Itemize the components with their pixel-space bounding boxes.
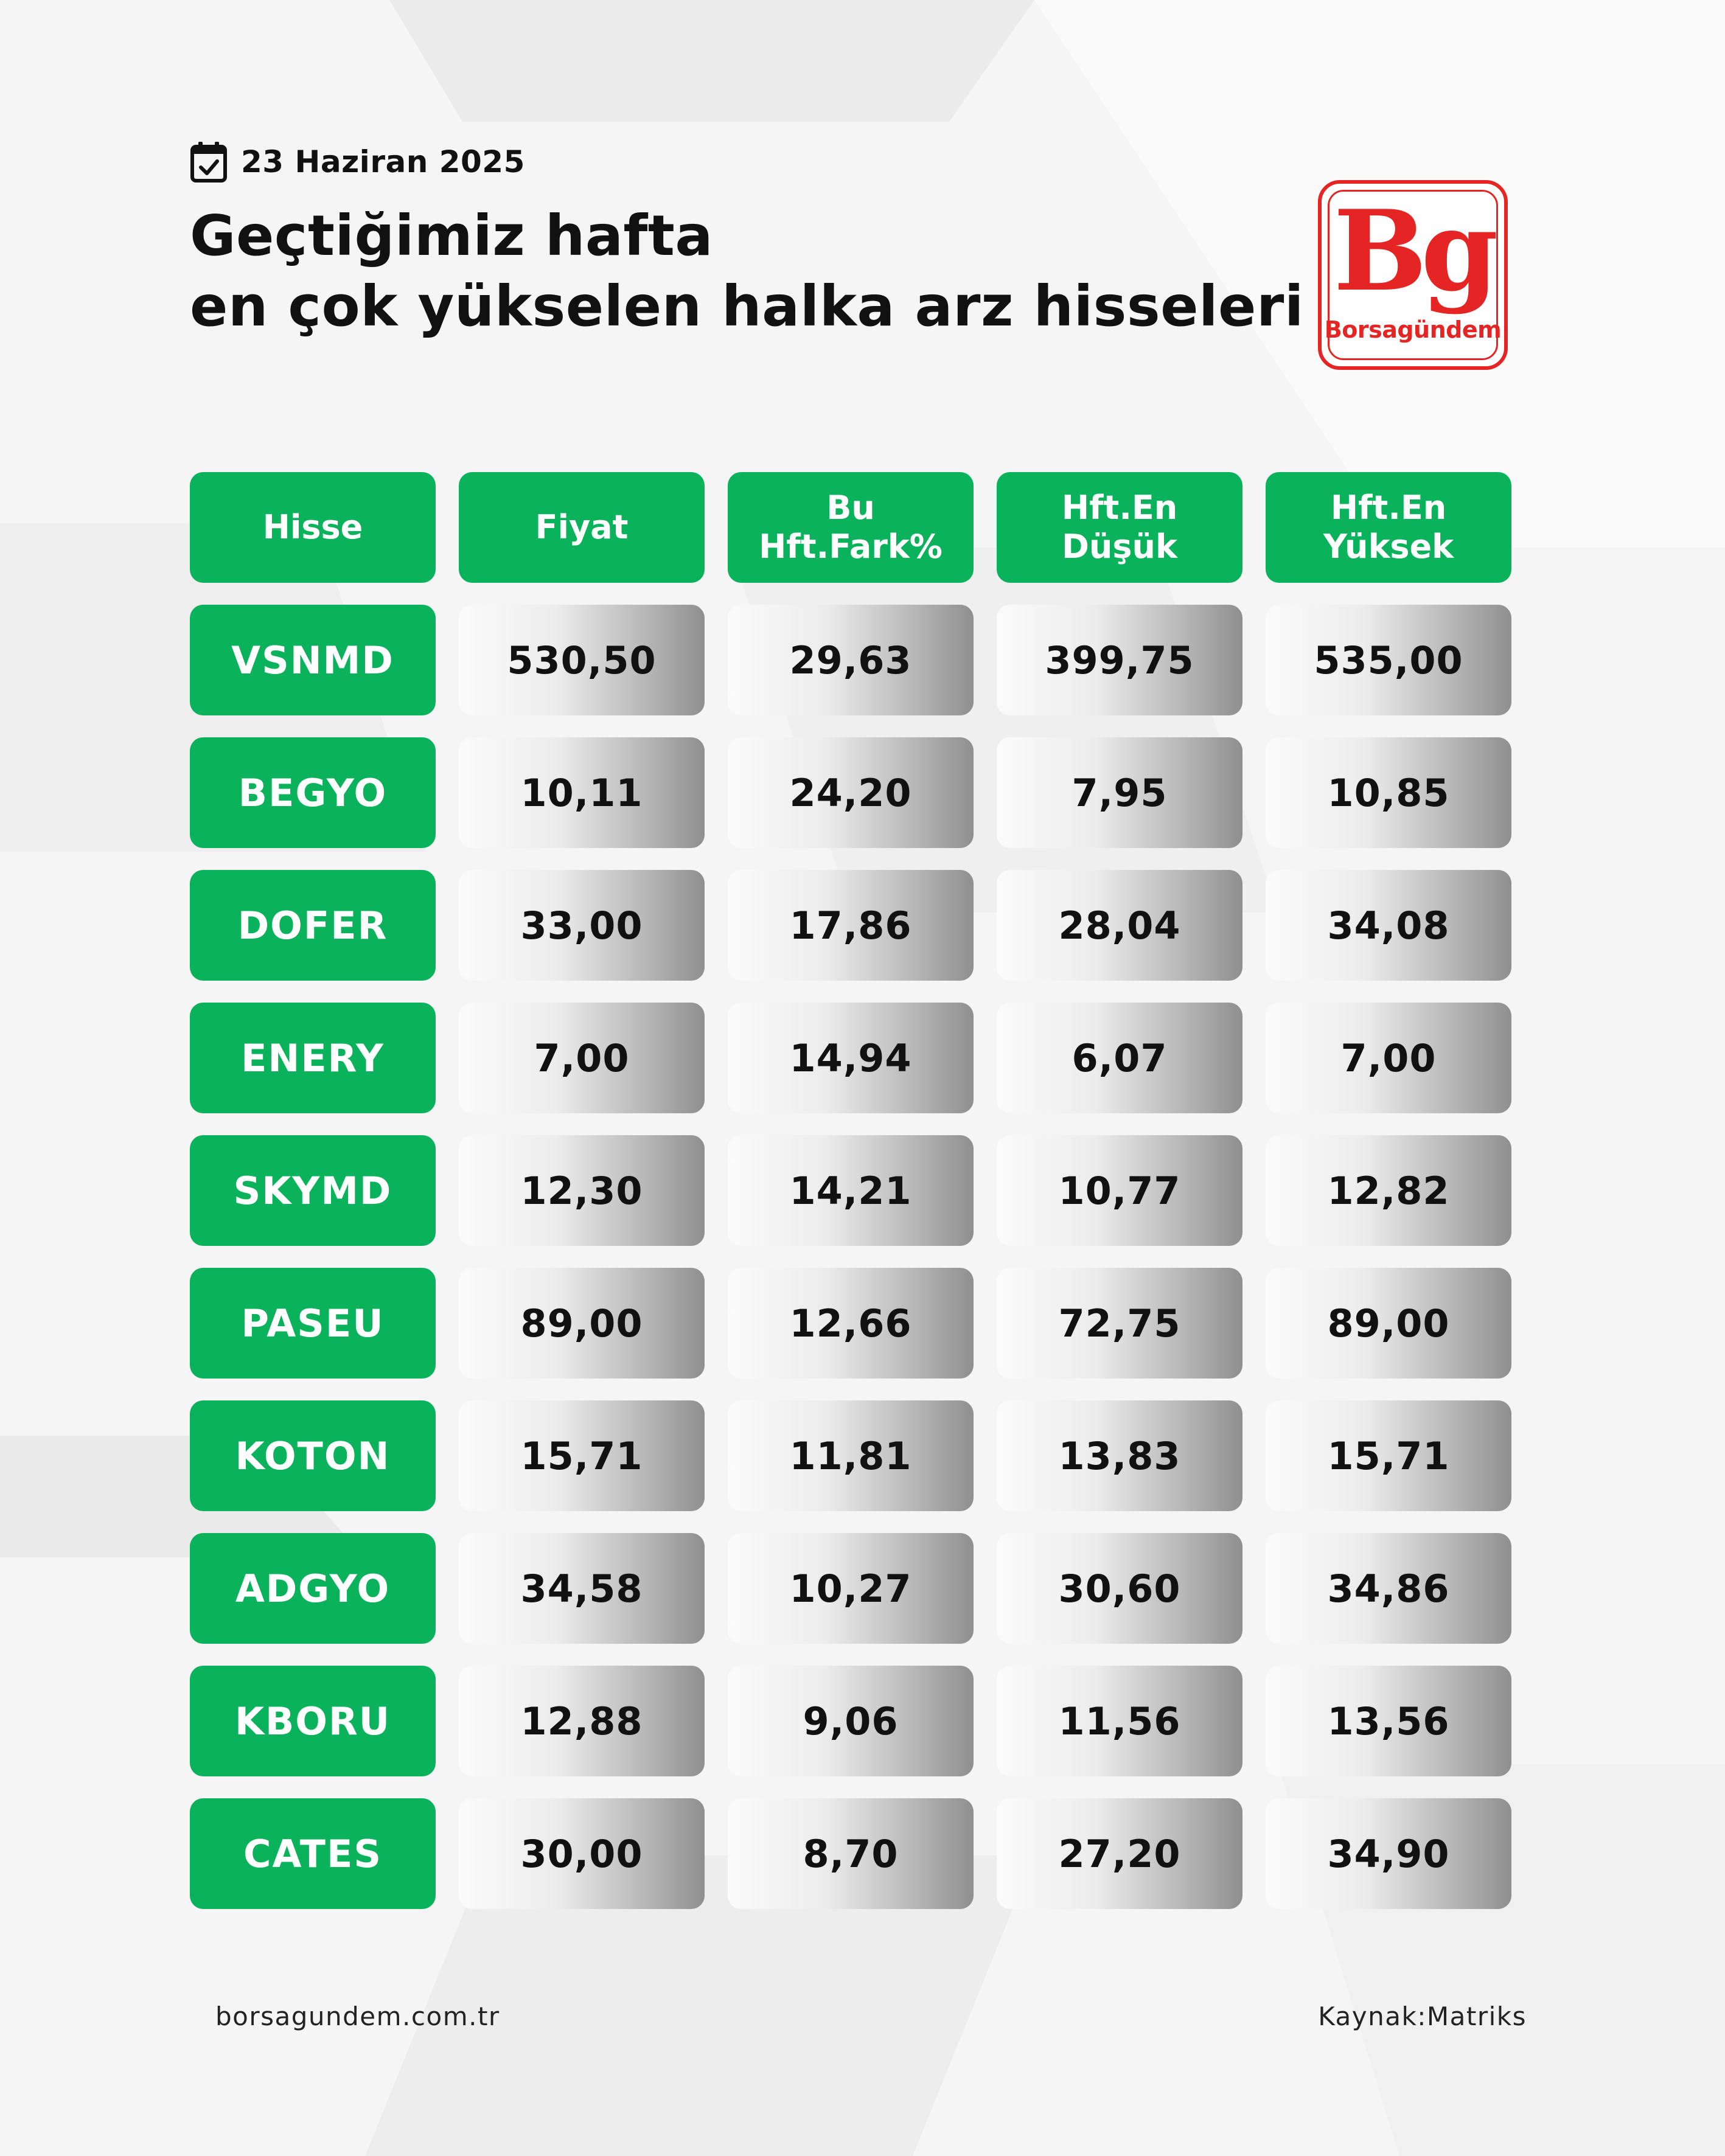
column-header-line: Fiyat bbox=[535, 508, 629, 546]
column-header-hft-en-d-k: Hft.En Düşük bbox=[997, 472, 1242, 583]
value-cell-hft-en-y-ksek: 10,85 bbox=[1266, 737, 1511, 848]
column-header-line: Hft.Fark% bbox=[759, 527, 943, 566]
value-cell-hft-en-y-ksek: 7,00 bbox=[1266, 1003, 1511, 1113]
value-cell-bu-hft-fark: 17,86 bbox=[728, 870, 974, 981]
value-cell-bu-hft-fark: 8,70 bbox=[728, 1798, 974, 1909]
value-cell-bu-hft-fark: 9,06 bbox=[728, 1666, 974, 1776]
value-cell-bu-hft-fark: 10,27 bbox=[728, 1533, 974, 1644]
column-header-line: Bu bbox=[826, 489, 875, 527]
value-cell-hft-en-y-ksek: 12,82 bbox=[1266, 1135, 1511, 1246]
ticker-cell: KBORU bbox=[190, 1666, 436, 1776]
ticker-cell: DOFER bbox=[190, 870, 436, 981]
column-header-bu-hft-fark: Bu Hft.Fark% bbox=[728, 472, 974, 583]
ticker-cell: BEGYO bbox=[190, 737, 436, 848]
value-cell-bu-hft-fark: 12,66 bbox=[728, 1268, 974, 1379]
value-cell-fiyat: 89,00 bbox=[459, 1268, 705, 1379]
column-header-fiyat: Fiyat bbox=[459, 472, 705, 583]
value-cell-fiyat: 30,00 bbox=[459, 1798, 705, 1909]
column-header-hft-en-y-ksek: Hft.En Yüksek bbox=[1266, 472, 1511, 583]
logo-mark: Bg bbox=[1333, 186, 1498, 316]
value-cell-hft-en-d-k: 11,56 bbox=[997, 1666, 1242, 1776]
value-cell-fiyat: 33,00 bbox=[459, 870, 705, 981]
column-header-hisse: Hisse bbox=[190, 472, 436, 583]
column-header-line: Hisse bbox=[262, 508, 363, 546]
value-cell-hft-en-y-ksek: 535,00 bbox=[1266, 605, 1511, 715]
page-title: Geçtiğimiz hafta en çok yükselen halka a… bbox=[190, 201, 1346, 342]
value-cell-bu-hft-fark: 24,20 bbox=[728, 737, 974, 848]
value-cell-hft-en-y-ksek: 15,71 bbox=[1266, 1400, 1511, 1511]
value-cell-hft-en-d-k: 6,07 bbox=[997, 1003, 1242, 1113]
footer-website: borsagundem.com.tr bbox=[215, 2001, 500, 2031]
value-cell-bu-hft-fark: 14,21 bbox=[728, 1135, 974, 1246]
value-cell-fiyat: 15,71 bbox=[459, 1400, 705, 1511]
value-cell-bu-hft-fark: 11,81 bbox=[728, 1400, 974, 1511]
value-cell-fiyat: 530,50 bbox=[459, 605, 705, 715]
value-cell-bu-hft-fark: 14,94 bbox=[728, 1003, 974, 1113]
date-label: 23 Haziran 2025 bbox=[241, 144, 525, 179]
ticker-cell: CATES bbox=[190, 1798, 436, 1909]
title-line-1: Geçtiğimiz hafta bbox=[190, 203, 713, 268]
ticker-cell: KOTON bbox=[190, 1400, 436, 1511]
date-row: 23 Haziran 2025 bbox=[190, 139, 525, 185]
borsagundem-logo: Bg Borsagündem bbox=[1318, 180, 1508, 370]
title-line-2: en çok yükselen halka arz hisseleri bbox=[190, 274, 1304, 339]
value-cell-fiyat: 10,11 bbox=[459, 737, 705, 848]
logo-border bbox=[1328, 190, 1498, 360]
column-header-line: Hft.En bbox=[1330, 489, 1447, 527]
value-cell-hft-en-y-ksek: 13,56 bbox=[1266, 1666, 1511, 1776]
value-cell-fiyat: 12,88 bbox=[459, 1666, 705, 1776]
value-cell-hft-en-d-k: 10,77 bbox=[997, 1135, 1242, 1246]
value-cell-hft-en-d-k: 7,95 bbox=[997, 737, 1242, 848]
value-cell-bu-hft-fark: 29,63 bbox=[728, 605, 974, 715]
calendar-check-icon bbox=[190, 142, 227, 183]
value-cell-fiyat: 12,30 bbox=[459, 1135, 705, 1246]
column-header-line: Düşük bbox=[1062, 527, 1177, 566]
ticker-cell: PASEU bbox=[190, 1268, 436, 1379]
value-cell-hft-en-d-k: 13,83 bbox=[997, 1400, 1242, 1511]
value-cell-fiyat: 7,00 bbox=[459, 1003, 705, 1113]
ticker-cell: ADGYO bbox=[190, 1533, 436, 1644]
column-header-line: Hft.En bbox=[1061, 489, 1178, 527]
value-cell-hft-en-y-ksek: 34,08 bbox=[1266, 870, 1511, 981]
value-cell-fiyat: 34,58 bbox=[459, 1533, 705, 1644]
logo-name: Borsagündem bbox=[1324, 316, 1502, 343]
ticker-cell: VSNMD bbox=[190, 605, 436, 715]
value-cell-hft-en-d-k: 72,75 bbox=[997, 1268, 1242, 1379]
value-cell-hft-en-d-k: 30,60 bbox=[997, 1533, 1242, 1644]
value-cell-hft-en-y-ksek: 34,90 bbox=[1266, 1798, 1511, 1909]
value-cell-hft-en-d-k: 28,04 bbox=[997, 870, 1242, 981]
value-cell-hft-en-y-ksek: 34,86 bbox=[1266, 1533, 1511, 1644]
value-cell-hft-en-d-k: 399,75 bbox=[997, 605, 1242, 715]
value-cell-hft-en-y-ksek: 89,00 bbox=[1266, 1268, 1511, 1379]
ticker-cell: ENERY bbox=[190, 1003, 436, 1113]
footer-source: Kaynak:Matriks bbox=[1318, 2001, 1527, 2031]
ticker-cell: SKYMD bbox=[190, 1135, 436, 1246]
value-cell-hft-en-d-k: 27,20 bbox=[997, 1798, 1242, 1909]
column-header-line: Yüksek bbox=[1323, 527, 1454, 566]
